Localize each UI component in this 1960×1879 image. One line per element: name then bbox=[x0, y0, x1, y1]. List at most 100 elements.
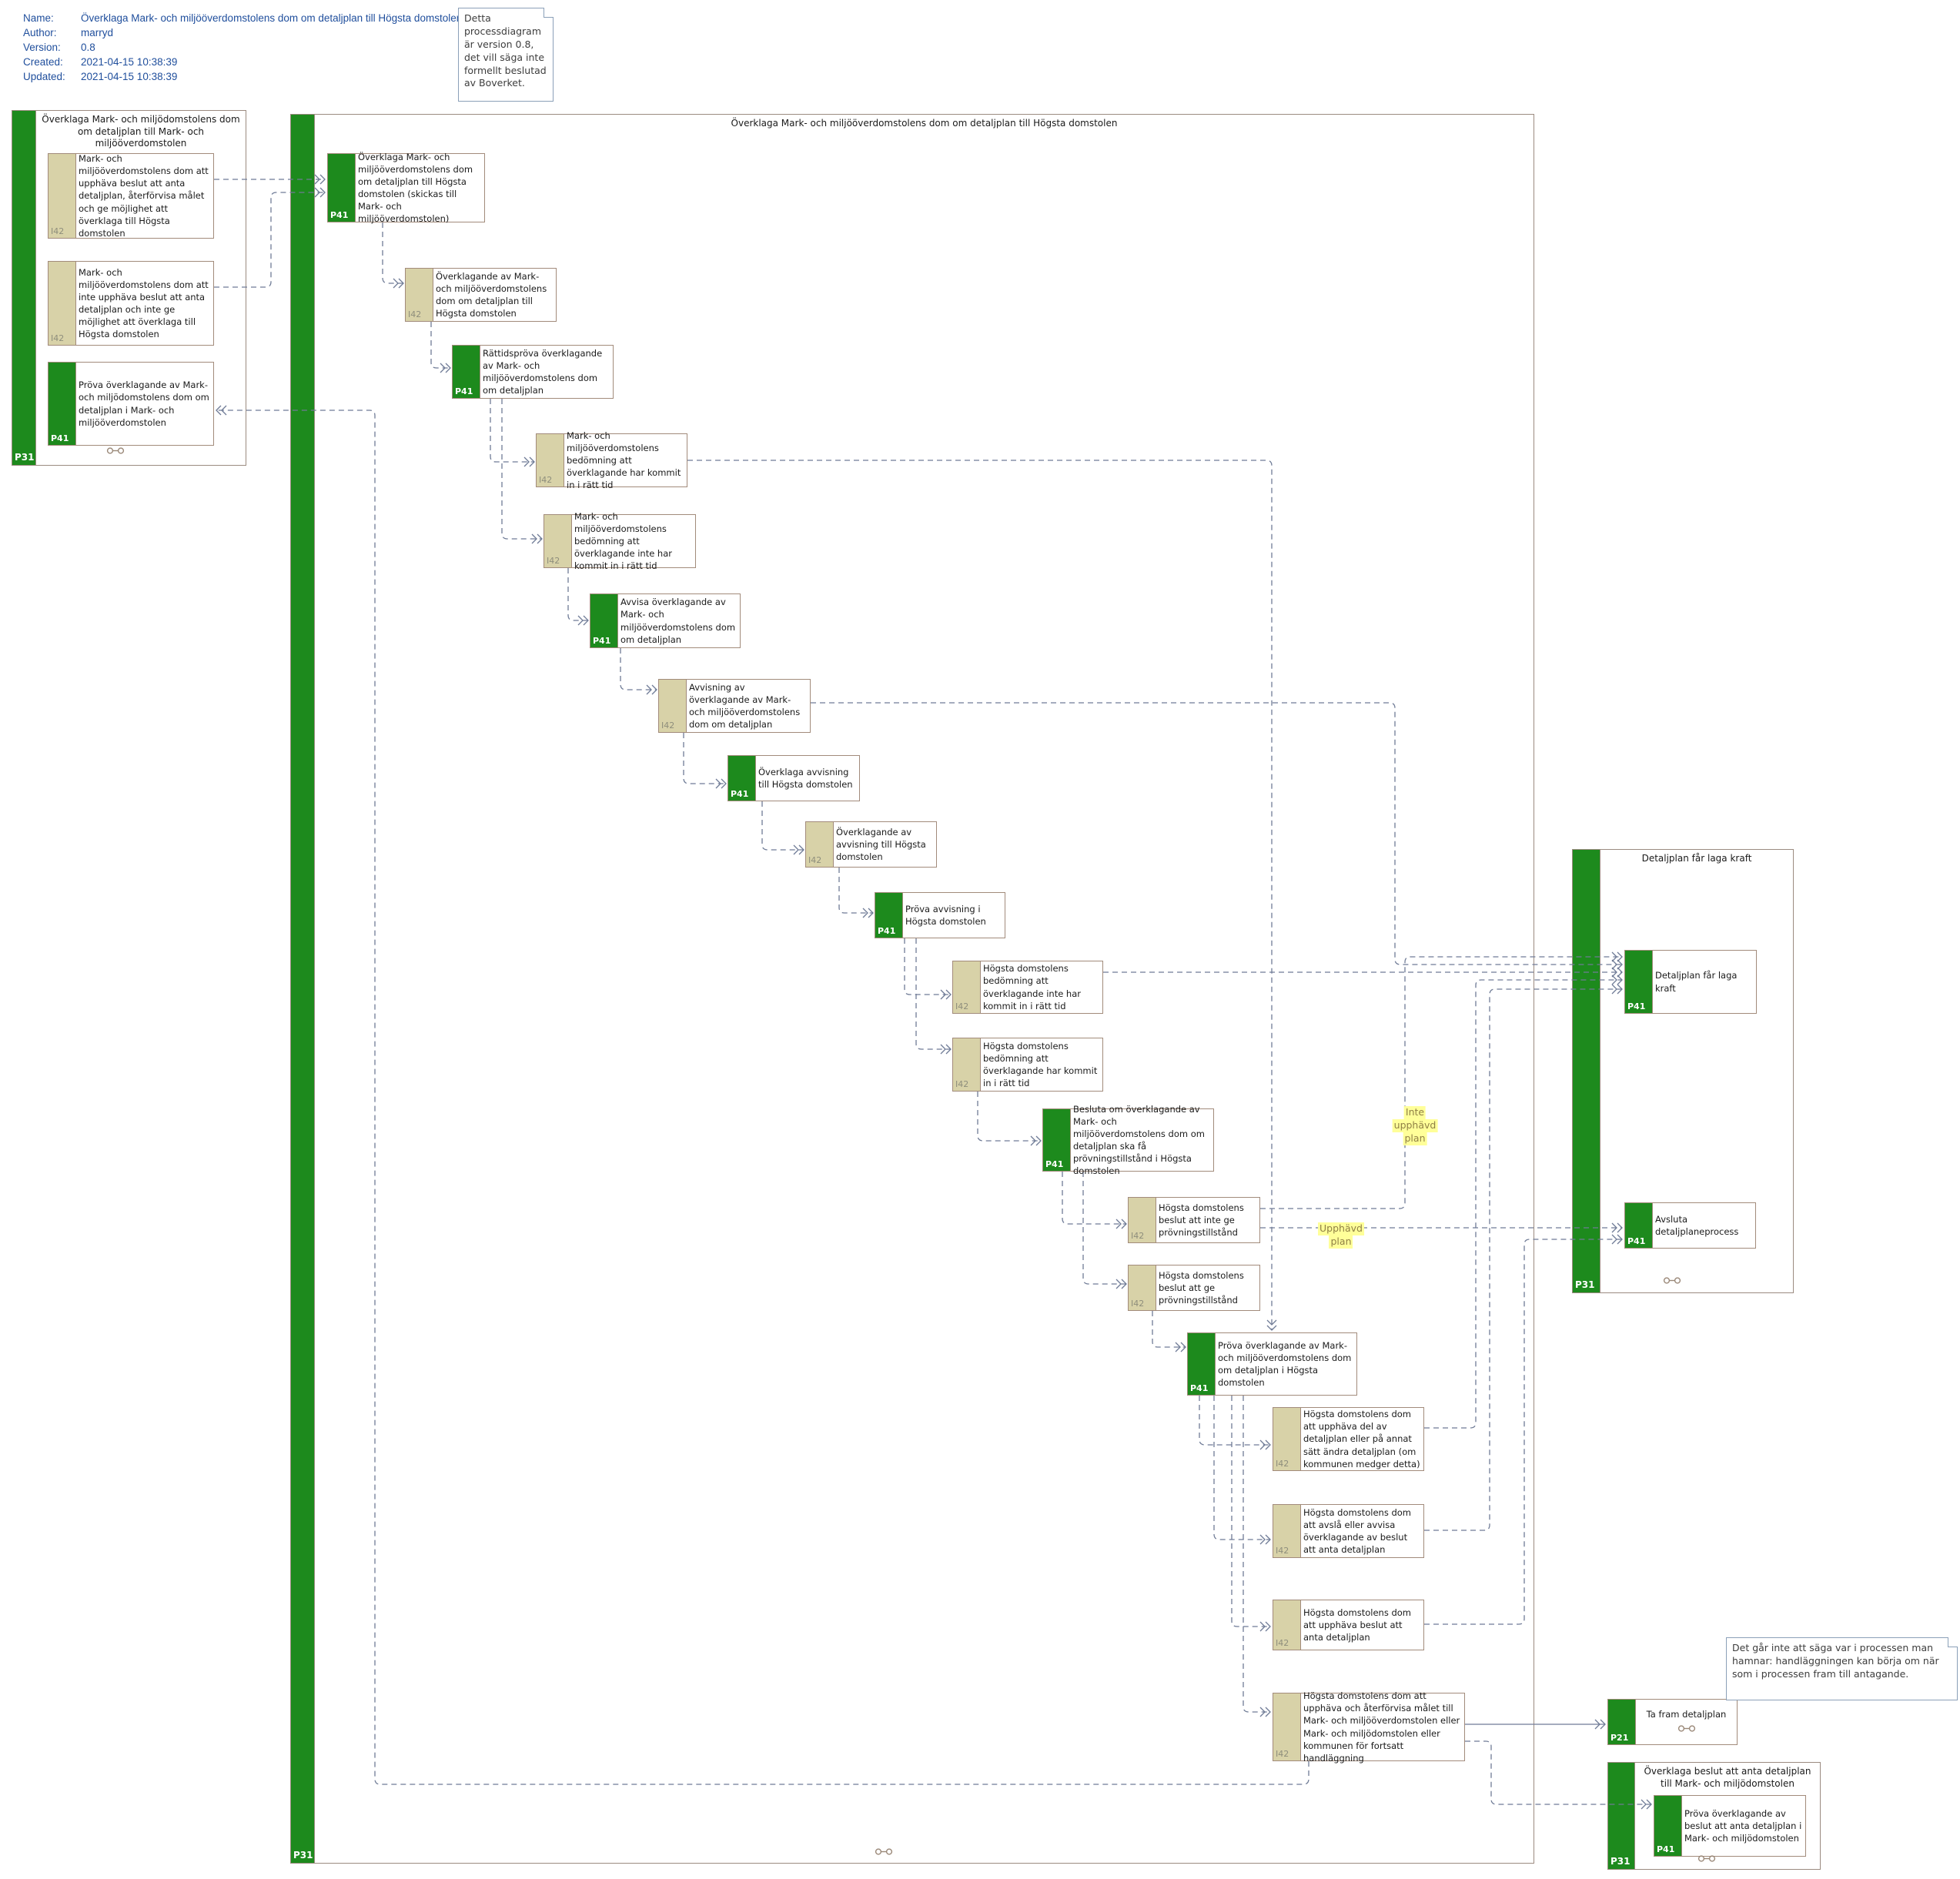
connector-2 bbox=[382, 222, 404, 289]
box-type-tab: I42 bbox=[48, 154, 76, 238]
box-type-badge: P41 bbox=[455, 386, 473, 396]
box-label-text: Överklaga avvisning till Högsta domstole… bbox=[758, 766, 853, 790]
box-type-badge: I42 bbox=[1276, 1749, 1289, 1759]
meta-value: marryd bbox=[81, 27, 114, 38]
box-type-badge: I42 bbox=[1131, 1231, 1145, 1241]
connector-25 bbox=[1199, 1396, 1271, 1450]
box-label-text: Högsta domstolens beslut att inte ge prö… bbox=[1159, 1202, 1244, 1239]
box-label: Högsta domstolens dom att upphäva och åt… bbox=[1301, 1690, 1464, 1763]
box-type-badge: P41 bbox=[593, 636, 611, 646]
process-box-overklaga-till-hd[interactable]: P41 Överklaga Mark- och miljööverdomstole… bbox=[327, 152, 485, 224]
box-label: Ta fram detaljplan bbox=[1636, 1700, 1737, 1744]
box-type-badge: I42 bbox=[51, 333, 65, 343]
box-label-text: Pröva överklagande av Mark- och miljödom… bbox=[79, 379, 209, 428]
process-box-rattidsprova[interactable]: P41 Rättidspröva överklagande av Mark- oc… bbox=[452, 345, 614, 399]
info-box-mod-bedomning-ratt-tid[interactable]: I42 Mark- och miljööverdomstolens bedömni… bbox=[536, 430, 687, 490]
info-box-mod-dom-upphava[interactable]: I42 Mark- och miljööverdomstolens dom att… bbox=[48, 153, 214, 239]
note-text: Det går inte att säga var i processen ma… bbox=[1732, 1642, 1939, 1680]
box-type-badge: P41 bbox=[1045, 1159, 1064, 1169]
connector-28 bbox=[1243, 1396, 1271, 1717]
connector-17 bbox=[687, 460, 1277, 1331]
box-type-tab: I42 bbox=[1129, 1198, 1156, 1242]
box-type-badge: I42 bbox=[1276, 1459, 1289, 1469]
box-type-badge: I42 bbox=[1276, 1546, 1289, 1556]
box-type-tab: I42 bbox=[1273, 1600, 1301, 1650]
flow-label-line: plan bbox=[1403, 1132, 1427, 1145]
box-label: Pröva avvisning i Högsta domstolen bbox=[903, 893, 1005, 938]
meta-value: 0.8 bbox=[81, 42, 95, 53]
box-label-text: Mark- och miljööverdomstolens dom att up… bbox=[79, 153, 209, 239]
connector-5 bbox=[501, 399, 543, 544]
box-label: Rättidspröva överklagande av Mark- och m… bbox=[480, 346, 613, 398]
info-box-hd-bedomning-inte-ratt-tid[interactable]: I42 Högsta domstolens bedömning att överk… bbox=[952, 961, 1103, 1014]
meta-label: Updated: bbox=[23, 71, 65, 82]
subprocess-container-overklaga-mod-dom[interactable]: P31 Överklaga Mark- och miljööverdomstole… bbox=[290, 114, 1534, 1864]
info-box-overklagande-avvisning[interactable]: I42 Överklagande av avvisning till Högsta… bbox=[805, 821, 937, 868]
box-label: Överklaga Mark- och miljööverdomstolens … bbox=[356, 152, 484, 224]
box-type-tab: I42 bbox=[406, 269, 433, 321]
process-box-ta-fram-detaljplan[interactable]: P21 Ta fram detaljplan bbox=[1607, 1699, 1738, 1745]
link-icon[interactable] bbox=[1697, 1854, 1716, 1863]
box-label-text: Mark- och miljööverdomstolens bedömning … bbox=[567, 430, 681, 491]
process-type-badge: P31 bbox=[1575, 1279, 1595, 1290]
box-type-tab: P41 bbox=[590, 594, 618, 647]
process-box-overklaga-avvisning[interactable]: P41 Överklaga avvisning till Högsta domst… bbox=[727, 755, 860, 801]
connector-11 bbox=[904, 938, 952, 1000]
box-type-tab: P41 bbox=[1188, 1333, 1216, 1395]
link-icon[interactable] bbox=[106, 446, 125, 455]
info-box-hd-dom-aterforvisa[interactable]: I42 Högsta domstolens dom att upphäva och… bbox=[1273, 1690, 1465, 1764]
box-type-badge: P41 bbox=[731, 789, 749, 799]
link-icon[interactable] bbox=[1677, 1724, 1696, 1736]
box-type-tab: P41 bbox=[875, 893, 903, 938]
box-type-badge: P21 bbox=[1610, 1733, 1629, 1743]
note-fold-icon bbox=[544, 8, 554, 18]
info-box-mod-dom-inte-upphava[interactable]: I42 Mark- och miljööverdomstolens dom att… bbox=[48, 261, 214, 346]
process-box-prova-overklagande-mod[interactable]: P41 Pröva överklagande av Mark- och miljö… bbox=[48, 362, 214, 446]
meta-row: Name: Överklaga Mark- och miljööverdomsto… bbox=[23, 11, 480, 25]
box-type-tab: I42 bbox=[659, 680, 687, 732]
box-label: Högsta domstolens beslut att inte ge prö… bbox=[1156, 1198, 1259, 1242]
box-label-text: Pröva överklagande av beslut att anta de… bbox=[1684, 1807, 1802, 1844]
process-box-avsluta-detaljplaneprocess[interactable]: P41 Avsluta detaljplaneprocess bbox=[1624, 1202, 1756, 1249]
box-type-badge: I42 bbox=[955, 1079, 969, 1089]
process-box-besluta-provningstillstand[interactable]: P41 Besluta om överklagande av Mark- och … bbox=[1042, 1104, 1214, 1176]
process-box-prova-avvisning-hd[interactable]: P41 Pröva avvisning i Högsta domstolen bbox=[875, 892, 1005, 938]
process-box-detaljplan-far-laga-kraft[interactable]: P41 Detaljplan får laga kraft bbox=[1624, 950, 1757, 1014]
box-label: Mark- och miljööverdomstolens dom att up… bbox=[76, 153, 213, 239]
process-box-prova-overklagande-hd[interactable]: P41 Pröva överklagande av Mark- och miljö… bbox=[1187, 1332, 1357, 1396]
info-box-hd-dom-avsla-avvisa[interactable]: I42 Högsta domstolens dom att avslå eller… bbox=[1273, 1504, 1424, 1558]
box-label-text: Överklagande av avvisning till Högsta do… bbox=[836, 826, 926, 863]
link-icon[interactable] bbox=[1663, 1276, 1681, 1285]
info-box-overklagande-till-hd[interactable]: I42 Överklagande av Mark- och miljööverdo… bbox=[405, 268, 557, 322]
box-type-badge: P41 bbox=[1190, 1383, 1209, 1393]
box-type-tab: I42 bbox=[1129, 1265, 1156, 1310]
process-box-prova-overklagande-mmd[interactable]: P41 Pröva överklagande av beslut att anta… bbox=[1654, 1795, 1806, 1857]
info-box-mod-bedomning-inte-ratt-tid[interactable]: I42 Mark- och miljööverdomstolens bedömni… bbox=[544, 511, 696, 571]
info-box-hd-bedomning-ratt-tid[interactable]: I42 Högsta domstolens bedömning att överk… bbox=[952, 1038, 1103, 1092]
flow-label-inte-upphavd-plan: Inte upphävd plan bbox=[1392, 1106, 1438, 1145]
box-type-tab: P41 bbox=[1043, 1109, 1071, 1171]
box-label-text: Högsta domstolens dom att upphäva del av… bbox=[1303, 1409, 1420, 1469]
connector-6 bbox=[567, 568, 589, 626]
container-title: Överklaga beslut att anta detaljplan til… bbox=[1644, 1766, 1811, 1789]
diagram-metadata: Name: Överklaga Mark- och miljööverdomsto… bbox=[23, 11, 480, 84]
info-box-hd-beslut-pt[interactable]: I42 Högsta domstolens beslut att ge prövn… bbox=[1128, 1265, 1260, 1311]
container-title: Detaljplan får laga kraft bbox=[1641, 853, 1752, 864]
box-type-badge: P41 bbox=[878, 926, 896, 936]
connector-13 bbox=[977, 1092, 1042, 1146]
connector-7 bbox=[620, 648, 657, 695]
connector-8 bbox=[683, 733, 727, 789]
info-box-avvisning-av-overklagande[interactable]: I42 Avvisning av överklagande av Mark- oc… bbox=[658, 679, 811, 733]
info-box-hd-dom-upphava-del[interactable]: I42 Högsta domstolens dom att upphäva del… bbox=[1273, 1407, 1424, 1471]
link-icon[interactable] bbox=[875, 1847, 893, 1856]
box-type-badge: I42 bbox=[539, 475, 553, 485]
box-label: Överklaga avvisning till Högsta domstole… bbox=[756, 756, 859, 801]
box-label: Pröva överklagande av Mark- och miljödom… bbox=[76, 363, 213, 445]
box-label-text: Avsluta detaljplaneprocess bbox=[1655, 1213, 1739, 1237]
box-type-tab: I42 bbox=[48, 262, 76, 345]
info-box-hd-dom-upphava-beslut[interactable]: I42 Högsta domstolens dom att upphäva bes… bbox=[1273, 1600, 1424, 1650]
info-box-hd-beslut-inte-pt[interactable]: I42 Högsta domstolens beslut att inte ge … bbox=[1128, 1197, 1260, 1243]
box-label-text: Överklagande av Mark- och miljööverdomst… bbox=[436, 270, 547, 319]
box-label-text: Mark- och miljööverdomstolens dom att in… bbox=[79, 266, 209, 340]
process-box-avvisa-overklagande[interactable]: P41 Avvisa överklagande av Mark- och milj… bbox=[590, 593, 741, 648]
